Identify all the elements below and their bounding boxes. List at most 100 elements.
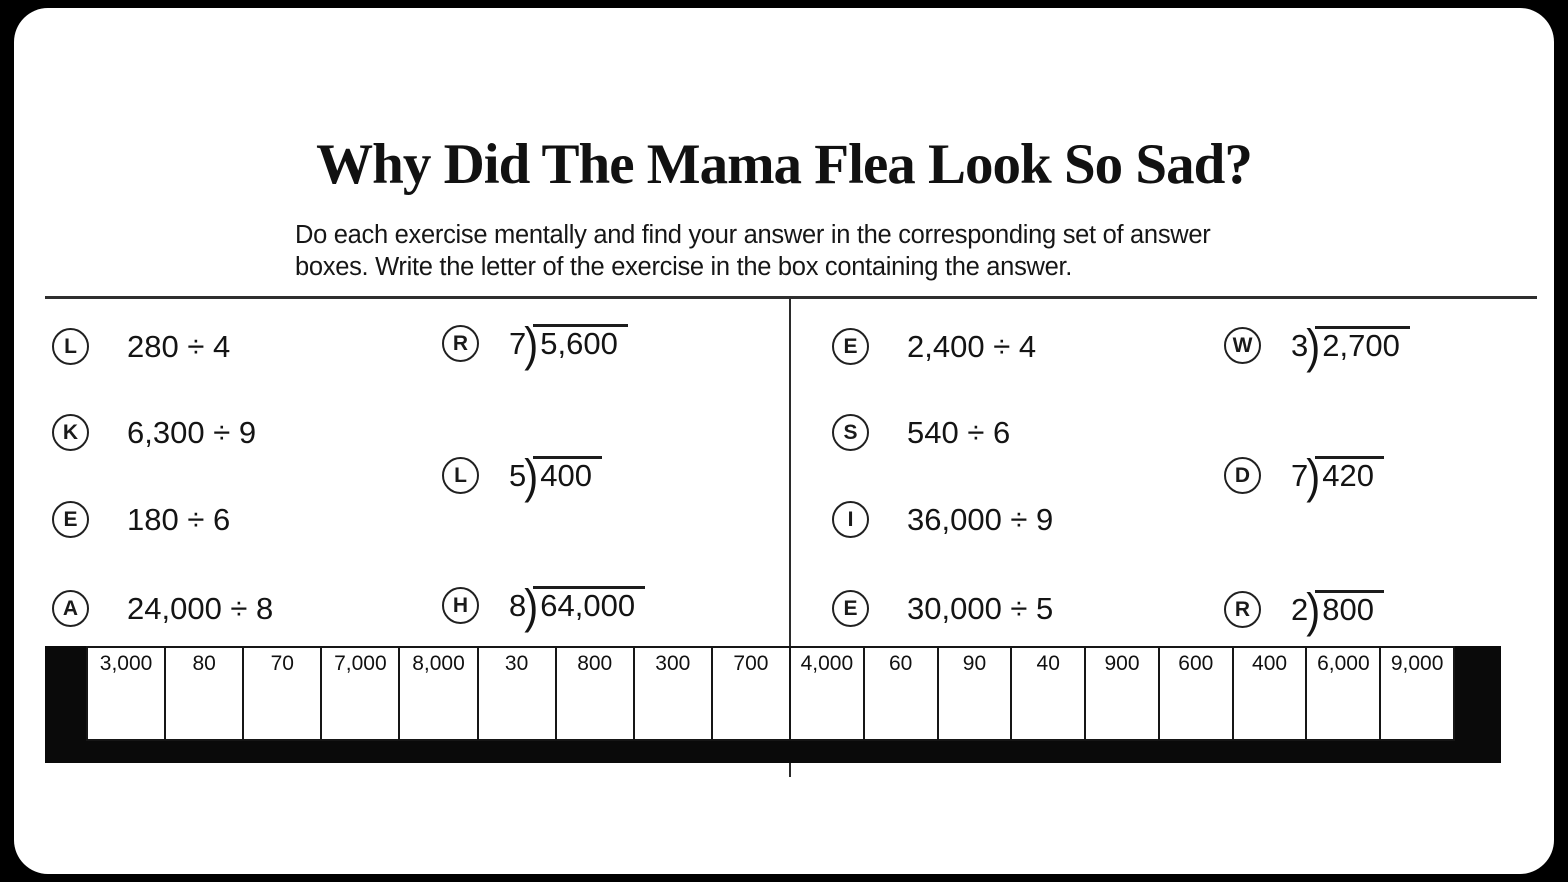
exercise-letter-badge: W — [1224, 327, 1261, 365]
exercise-letter-badge: E — [832, 590, 869, 627]
answer-box-strip: 3,000 80 70 7,000 8,000 30 — [45, 646, 1501, 763]
answer-write-area[interactable] — [791, 676, 863, 739]
answer-write-area[interactable] — [1086, 676, 1158, 739]
page-title: Why Did The Mama Flea Look So Sad? — [316, 133, 1253, 196]
exercise-expression: 180 ÷ 6 — [127, 501, 231, 537]
exercise-L-longdiv-400-5: L 5) 400 — [442, 455, 602, 497]
exercise-letter-badge: R — [1224, 591, 1261, 629]
answer-value: 90 — [962, 652, 987, 675]
exercise-R-longdiv-5600-7: R 7) 5,600 — [442, 323, 628, 365]
answer-cell: 60 — [862, 646, 939, 741]
horizontal-rule — [45, 296, 1537, 299]
answer-write-area[interactable] — [713, 676, 789, 739]
instructions-line-1: Do each exercise mentally and find your … — [295, 221, 1211, 249]
answer-write-area[interactable] — [1307, 676, 1379, 739]
answer-write-area[interactable] — [635, 676, 711, 739]
instructions: Do each exercise mentally and find your … — [295, 219, 1295, 283]
answer-write-area[interactable] — [1012, 676, 1084, 739]
answer-value: 800 — [577, 652, 613, 675]
exercise-letter-badge: E — [832, 328, 869, 365]
exercise-I-36000-9: I 36,000 ÷ 9 — [832, 501, 1053, 538]
exercise-letter-badge: L — [442, 457, 479, 495]
answer-value: 70 — [270, 652, 294, 675]
exercise-L-280-4: L 280 ÷ 4 — [52, 328, 230, 365]
answer-value: 30 — [504, 652, 529, 675]
longdiv-dividend: 2,700 — [1315, 326, 1410, 365]
longdiv-divisor: 5 — [509, 457, 527, 493]
exercise-S-540-6: S 540 ÷ 6 — [832, 414, 1010, 451]
longdiv-divisor: 2 — [1291, 591, 1309, 627]
strip-bottom-bar — [45, 741, 1501, 763]
exercise-expression: 24,000 ÷ 8 — [127, 590, 274, 626]
answer-write-area[interactable] — [322, 676, 398, 739]
exercise-expression: 30,000 ÷ 5 — [907, 590, 1054, 626]
answer-cell: 90 — [936, 646, 1013, 741]
answer-write-area[interactable] — [939, 676, 1011, 739]
exercise-W-longdiv-2700-3: W 3) 2,700 — [1224, 325, 1410, 367]
exercise-A-24000-8: A 24,000 ÷ 8 — [52, 590, 273, 627]
answer-boxes-right-set: 4,000 60 90 40 900 600 — [789, 646, 1456, 741]
exercise-E-180-6: E 180 ÷ 6 — [52, 501, 230, 538]
longdiv-dividend: 5,600 — [533, 324, 628, 363]
answer-value: 6,000 — [1317, 652, 1370, 675]
answer-boxes-left-set: 3,000 80 70 7,000 8,000 30 — [86, 646, 791, 741]
answer-cell: 300 — [632, 646, 713, 741]
exercise-E-2400-4: E 2,400 ÷ 4 — [832, 328, 1036, 365]
exercise-letter-badge: D — [1224, 457, 1261, 495]
answer-write-area[interactable] — [1234, 676, 1306, 739]
longdiv-dividend: 64,000 — [533, 586, 646, 625]
answer-cell: 3,000 — [86, 646, 167, 741]
answer-value: 80 — [192, 652, 216, 675]
answer-value: 40 — [1036, 652, 1060, 675]
answer-cell: 9,000 — [1379, 646, 1456, 741]
answer-cell: 4,000 — [789, 646, 865, 741]
answer-value: 4,000 — [800, 652, 854, 675]
answer-write-area[interactable] — [479, 676, 555, 739]
answer-write-area[interactable] — [166, 676, 242, 739]
longdiv-divisor: 3 — [1291, 327, 1309, 363]
answer-cell: 400 — [1231, 646, 1308, 741]
exercise-letter-badge: R — [442, 325, 479, 363]
answer-cell: 6,000 — [1305, 646, 1382, 741]
exercise-K-6300-9: K 6,300 ÷ 9 — [52, 414, 256, 451]
exercise-expression: 540 ÷ 6 — [907, 414, 1011, 450]
vertical-divider — [789, 298, 791, 777]
answer-write-area[interactable] — [865, 676, 937, 739]
exercise-letter-badge: K — [52, 414, 89, 451]
answer-write-area[interactable] — [557, 676, 633, 739]
longdiv-divisor: 7 — [1291, 457, 1309, 493]
answer-write-area[interactable] — [244, 676, 320, 739]
longdiv-dividend: 400 — [533, 456, 602, 495]
longdiv-divisor: 7 — [509, 325, 527, 361]
answer-cell: 7,000 — [320, 646, 401, 741]
answer-write-area[interactable] — [1381, 676, 1453, 739]
longdiv-divisor: 8 — [509, 587, 527, 623]
exercise-letter-badge: S — [832, 414, 869, 451]
answer-value: 300 — [655, 652, 691, 675]
answer-write-area[interactable] — [400, 676, 476, 739]
answer-cell: 700 — [710, 646, 791, 741]
exercise-expression: 280 ÷ 4 — [127, 328, 231, 364]
answer-cell: 70 — [242, 646, 323, 741]
answer-write-area[interactable] — [1160, 676, 1232, 739]
answer-cell: 30 — [476, 646, 557, 741]
answer-value: 900 — [1104, 652, 1140, 675]
answer-cell: 800 — [554, 646, 635, 741]
exercise-expression: 2,400 ÷ 4 — [907, 328, 1037, 364]
answer-value: 700 — [733, 652, 769, 675]
longdiv-dividend: 420 — [1315, 456, 1384, 495]
answer-value: 9,000 — [1390, 652, 1444, 675]
answer-value: 60 — [888, 652, 913, 675]
answer-value: 3,000 — [99, 652, 153, 675]
longdiv-dividend: 800 — [1315, 590, 1384, 629]
answer-write-area[interactable] — [88, 676, 164, 739]
answer-cell: 40 — [1010, 646, 1087, 741]
answer-value: 8,000 — [412, 652, 465, 675]
answer-value: 7,000 — [334, 652, 387, 675]
exercise-H-longdiv-64000-8: H 8) 64,000 — [442, 585, 646, 627]
answer-cell: 900 — [1084, 646, 1160, 741]
answer-cell: 80 — [164, 646, 245, 741]
exercise-E-30000-5: E 30,000 ÷ 5 — [832, 590, 1053, 627]
exercise-expression: 36,000 ÷ 9 — [907, 501, 1054, 537]
